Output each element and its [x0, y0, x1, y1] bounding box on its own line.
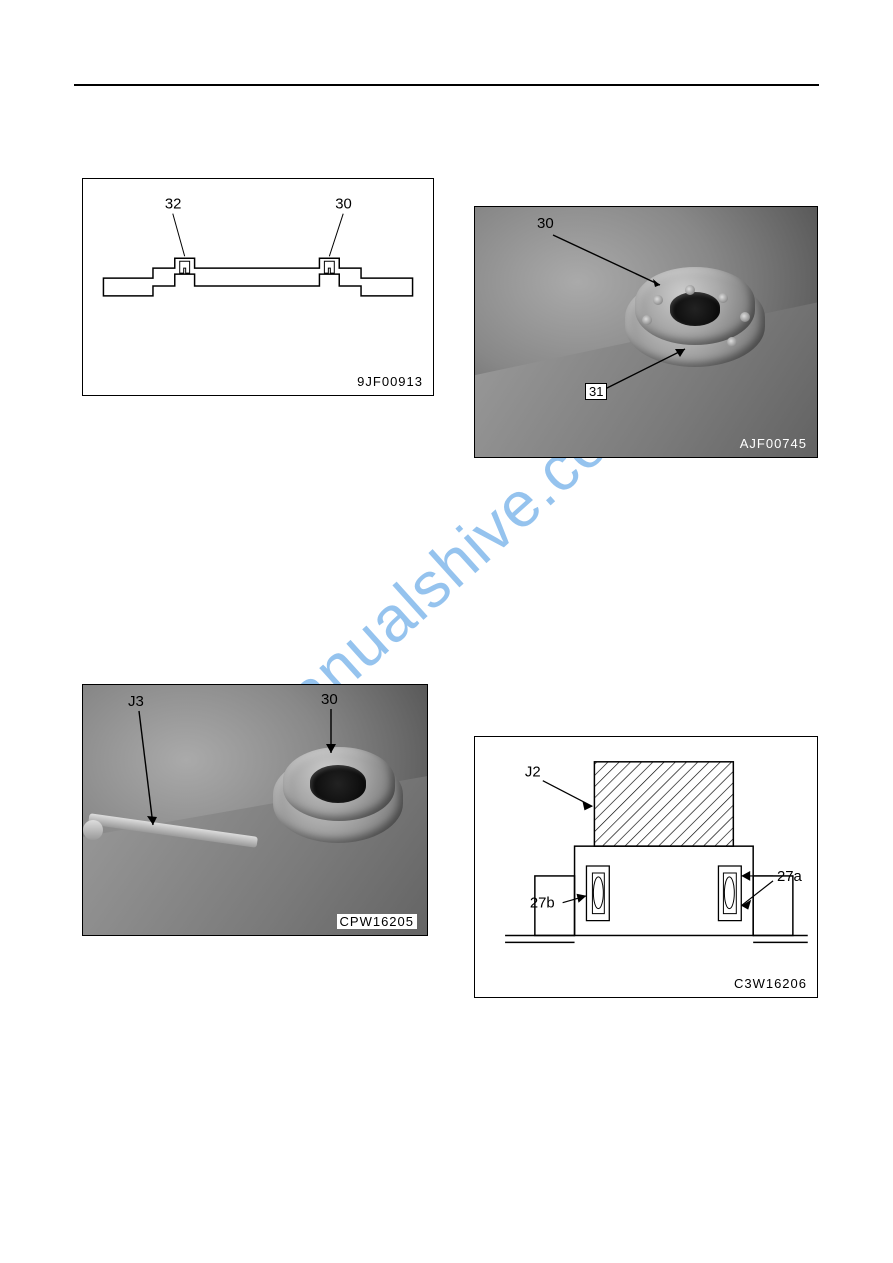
fig3-photo-bg: J3 30 — [83, 685, 427, 935]
fig2-bolt — [685, 285, 695, 295]
fig1-caption: 9JF00913 — [357, 374, 423, 389]
fig4-svg: J2 27a 27b — [475, 737, 817, 997]
fig4-caption: C3W16206 — [734, 976, 807, 991]
fig3-label-j3: J3 — [128, 693, 144, 710]
fig3-label-30: 30 — [321, 691, 338, 708]
fig2-label-31: 31 — [585, 383, 607, 400]
fig2-photo-bg: 30 31 — [475, 207, 817, 457]
fig3-center-hole — [310, 765, 366, 803]
fig2-bolt — [653, 295, 663, 305]
figure-area: manualshive.com 32 30 9JF00913 — [74, 86, 819, 1136]
fig2-bolt — [642, 315, 652, 325]
fig2-label-30: 30 — [537, 215, 554, 232]
fig4-label-j2: J2 — [525, 765, 541, 781]
figure-2-photo: 30 31 AJF00745 — [474, 206, 818, 458]
figure-1-schematic: 32 30 9JF00913 — [82, 178, 434, 396]
fig3-tool-j3-head — [83, 820, 103, 840]
fig4-label-27a: 27a — [777, 869, 803, 885]
page: manualshive.com 32 30 9JF00913 — [0, 0, 893, 1263]
fig2-bolt — [718, 293, 728, 303]
fig2-center-hole — [670, 292, 720, 326]
fig4-label-27b: 27b — [530, 896, 555, 912]
fig1-label-32: 32 — [165, 197, 182, 213]
fig1-svg: 32 30 — [83, 179, 433, 395]
fig2-bolt — [727, 337, 737, 347]
fig3-caption: CPW16205 — [337, 914, 417, 929]
fig2-bolt — [740, 312, 750, 322]
figure-3-photo: J3 30 CPW16205 — [82, 684, 428, 936]
fig2-caption: AJF00745 — [740, 436, 807, 451]
figure-4-schematic: J2 27a 27b C3W16206 — [474, 736, 818, 998]
fig1-label-30: 30 — [335, 197, 352, 213]
